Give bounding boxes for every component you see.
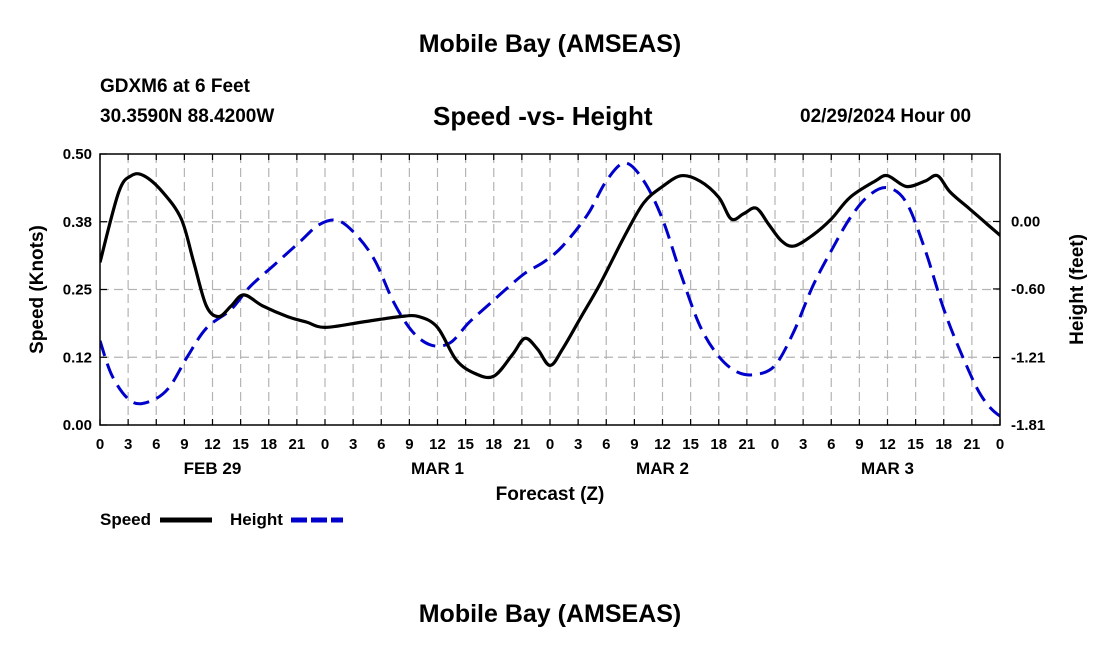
- y-tick-label: 0.50: [63, 146, 92, 163]
- station-label: GDXM6 at 6 Feet: [100, 76, 250, 97]
- x-tick-label: 15: [232, 436, 249, 453]
- x-tick-label: 18: [260, 436, 277, 453]
- x-tick-label: 9: [405, 436, 413, 453]
- x-tick-label: 6: [827, 436, 835, 453]
- x-tick-label: 6: [602, 436, 610, 453]
- y-tick-label: 0.25: [63, 282, 92, 299]
- x-tick-label: 15: [907, 436, 924, 453]
- y2-axis-label: Height (feet): [1067, 234, 1088, 345]
- x-tick-label: 15: [457, 436, 474, 453]
- day-label: MAR 3: [861, 459, 914, 478]
- day-label: MAR 1: [411, 459, 464, 478]
- main-title: Mobile Bay (AMSEAS): [418, 30, 682, 58]
- forecast-datetime: 02/29/2024 Hour 00: [800, 106, 972, 127]
- x-tick-label: 9: [180, 436, 188, 453]
- x-axis-label: Forecast (Z): [496, 484, 605, 505]
- x-tick-label: 12: [879, 436, 896, 453]
- x-tick-label: 0: [996, 436, 1004, 453]
- series-line-height: [100, 161, 1000, 418]
- x-tick-label: 12: [429, 436, 446, 453]
- legend-label-height: Height: [230, 510, 283, 529]
- x-tick-label: 3: [574, 436, 582, 453]
- series-layer: [100, 161, 1000, 418]
- x-tick-label: 9: [630, 436, 638, 453]
- y-tick-label: 0.12: [63, 349, 92, 366]
- day-label: FEB 29: [184, 459, 242, 478]
- axis-labels: 0 3 6 9 12 15 18 21 0 3 6 9 12 15 18 21 0 3 6 9 12 15 18 21 0 3 6 9…: [27, 146, 1088, 505]
- x-tick-label: 18: [935, 436, 952, 453]
- day-label: MAR 2: [636, 459, 689, 478]
- x-tick-label: 0: [771, 436, 779, 453]
- x-tick-label: 3: [124, 436, 132, 453]
- y2-tick-label: -0.60: [1011, 281, 1045, 298]
- x-tick-label: 3: [799, 436, 807, 453]
- x-tick-label: 21: [739, 436, 756, 453]
- x-tick-label: 6: [377, 436, 385, 453]
- legend: Speed Height: [100, 510, 343, 529]
- y2-tick-label: 0.00: [1011, 213, 1040, 230]
- x-tick-label: 0: [321, 436, 329, 453]
- y2-tick-label: -1.21: [1011, 350, 1045, 367]
- x-tick-label: 12: [204, 436, 221, 453]
- x-tick-label: 0: [546, 436, 554, 453]
- x-tick-label: 21: [964, 436, 981, 453]
- y2-tick-label: -1.81: [1011, 417, 1045, 434]
- x-tick-label: 9: [855, 436, 863, 453]
- x-tick-label: 21: [514, 436, 531, 453]
- y-tick-label: 0.38: [63, 214, 92, 231]
- axis-ticks: [99, 153, 1001, 426]
- x-tick-label: 18: [485, 436, 502, 453]
- coordinates-label: 30.3590N 88.4200W: [100, 106, 275, 127]
- grid: [100, 154, 1000, 425]
- legend-label-speed: Speed: [100, 510, 151, 529]
- series-line-speed: [100, 172, 1000, 380]
- x-tick-label: 18: [710, 436, 727, 453]
- x-tick-label: 15: [682, 436, 699, 453]
- footer-title: Mobile Bay (AMSEAS): [418, 600, 682, 628]
- x-tick-label: 12: [654, 436, 671, 453]
- x-tick-label: 0: [96, 436, 104, 453]
- x-tick-label: 6: [152, 436, 160, 453]
- y-axis-label: Speed (Knots): [27, 225, 48, 354]
- y-tick-label: 0.00: [63, 417, 92, 434]
- x-tick-label: 3: [349, 436, 357, 453]
- x-tick-label: 21: [289, 436, 306, 453]
- chart-title: Speed -vs- Height: [433, 101, 653, 131]
